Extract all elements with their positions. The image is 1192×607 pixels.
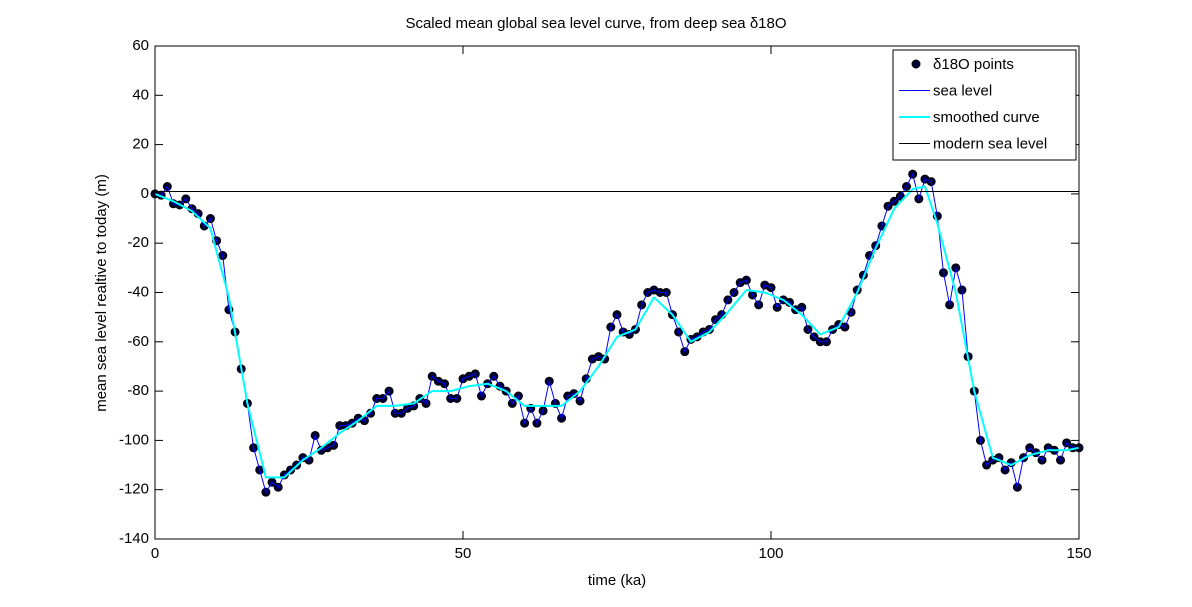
legend-marker: [911, 59, 921, 69]
legend-label: smoothed curve: [933, 109, 1040, 126]
y-tick-label: 40: [132, 86, 149, 103]
y-tick-label: -20: [127, 234, 149, 251]
x-tick-label: 0: [151, 545, 159, 562]
series-line: [154, 173, 1079, 493]
y-tick-label: 60: [132, 37, 149, 54]
chart-title: Scaled mean global sea level curve, from…: [405, 15, 786, 32]
y-tick-label: -80: [127, 382, 149, 399]
y-axis-label: mean sea level realtive to today (m): [93, 174, 110, 412]
y-tick-label: -40: [127, 283, 149, 300]
x-tick-label: 150: [1066, 545, 1091, 562]
legend-label: sea level: [933, 82, 992, 99]
y-tick-label: -100: [119, 431, 149, 448]
series-line: [154, 185, 1080, 479]
x-tick-label: 100: [758, 545, 783, 562]
legend-box: [892, 49, 1077, 161]
x-tick-label: 50: [455, 545, 472, 562]
y-tick-label: 0: [141, 185, 149, 202]
axes-box: [154, 45, 1080, 540]
y-tick-label: 20: [132, 136, 149, 153]
legend-label: δ18O points: [933, 56, 1014, 73]
legend-label: modern sea level: [933, 135, 1047, 152]
y-tick-label: -140: [119, 530, 149, 547]
y-tick-label: -60: [127, 333, 149, 350]
x-axis-label: time (ka): [588, 572, 646, 589]
y-tick-label: -120: [119, 481, 149, 498]
